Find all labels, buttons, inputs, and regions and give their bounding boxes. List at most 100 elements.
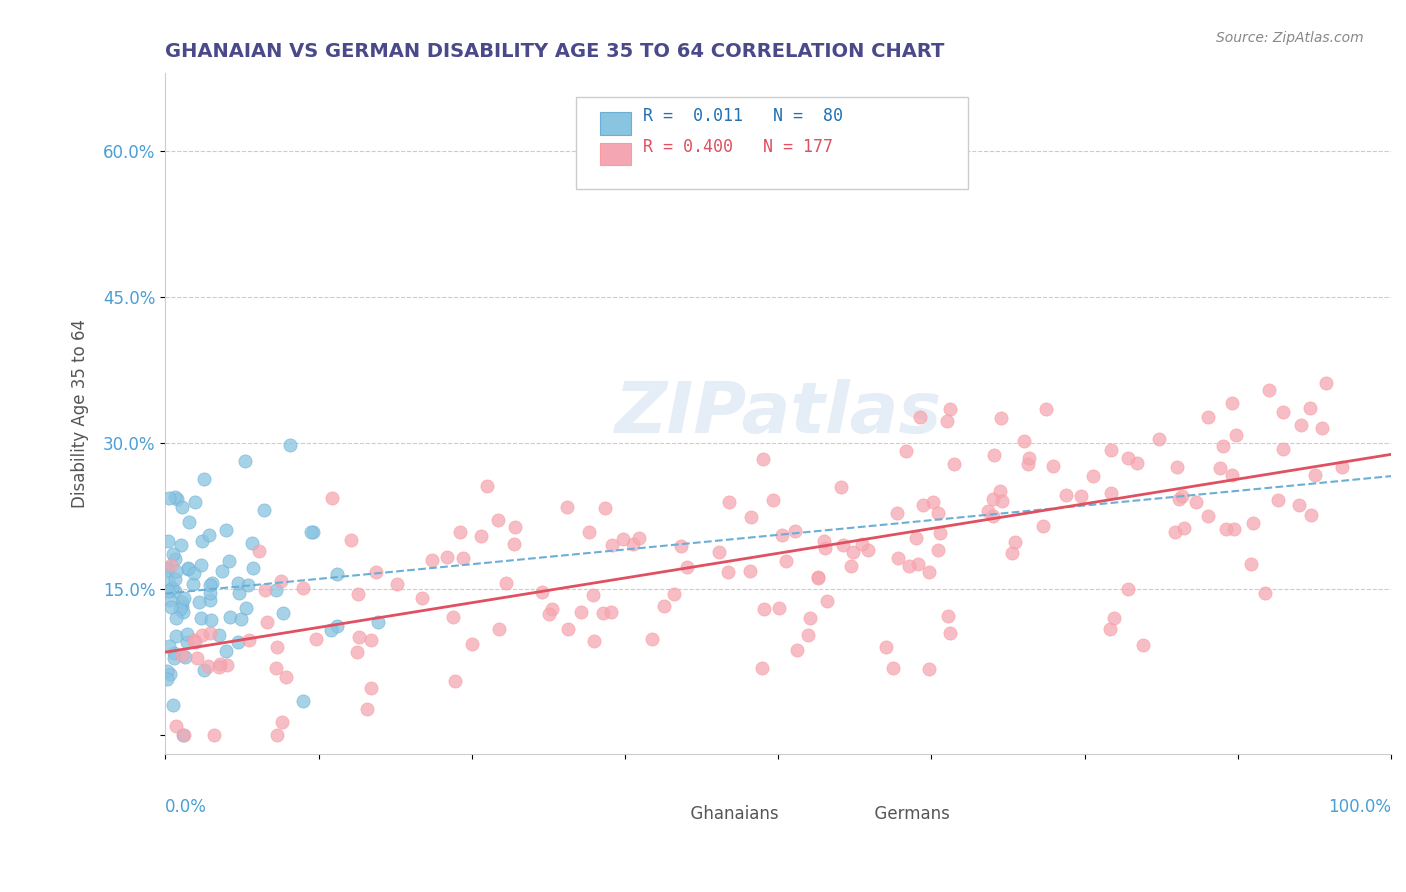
Point xyxy=(157,491,180,506)
Point xyxy=(1267,493,1289,508)
Point xyxy=(197,659,219,673)
Point xyxy=(1147,432,1170,446)
Point xyxy=(183,633,205,648)
Point xyxy=(738,564,761,578)
Point xyxy=(207,628,229,642)
Point xyxy=(202,727,225,741)
Point xyxy=(172,599,194,614)
Point xyxy=(169,601,191,615)
Point xyxy=(894,443,917,458)
Point xyxy=(302,524,325,539)
Point xyxy=(707,544,730,558)
Point xyxy=(165,583,187,598)
Point xyxy=(1118,451,1140,466)
Point xyxy=(163,551,186,566)
Point xyxy=(988,483,1011,498)
Point xyxy=(165,629,187,643)
Point xyxy=(470,529,492,543)
Point xyxy=(156,665,179,679)
Point xyxy=(856,543,879,558)
Point xyxy=(936,414,959,428)
Point xyxy=(176,627,198,641)
Point xyxy=(807,571,830,585)
FancyBboxPatch shape xyxy=(600,143,631,165)
Point xyxy=(436,549,458,564)
Point xyxy=(1099,485,1122,500)
Point xyxy=(1222,522,1244,536)
Point xyxy=(266,640,288,654)
Point xyxy=(599,605,621,619)
Point xyxy=(768,600,790,615)
Text: Ghanaians: Ghanaians xyxy=(681,805,779,823)
Point xyxy=(1018,450,1040,465)
Point xyxy=(242,560,264,574)
Point xyxy=(1171,489,1194,503)
Point xyxy=(198,578,221,592)
Point xyxy=(226,635,249,649)
Point xyxy=(299,525,322,540)
Point xyxy=(1212,439,1234,453)
Point xyxy=(155,560,177,574)
Point xyxy=(360,632,382,647)
Point xyxy=(186,650,208,665)
Point xyxy=(193,472,215,486)
Point xyxy=(360,681,382,696)
Point xyxy=(1168,491,1191,506)
Point xyxy=(783,524,806,539)
Point xyxy=(264,583,287,598)
Point xyxy=(200,586,222,600)
Point xyxy=(215,658,238,673)
Point xyxy=(449,525,471,540)
Point xyxy=(305,632,328,647)
Point xyxy=(184,495,207,509)
Point xyxy=(991,493,1014,508)
Point xyxy=(1173,521,1195,535)
Text: R = 0.400   N = 177: R = 0.400 N = 177 xyxy=(644,137,834,156)
Point xyxy=(162,698,184,712)
Point xyxy=(173,649,195,664)
Point xyxy=(291,693,314,707)
Point xyxy=(1289,417,1312,432)
Point xyxy=(882,661,904,675)
Point xyxy=(541,602,564,616)
Point xyxy=(1288,498,1310,512)
Point xyxy=(292,582,315,596)
Point xyxy=(927,506,949,520)
Point xyxy=(1035,401,1057,416)
Point xyxy=(200,613,222,627)
Point xyxy=(612,532,634,546)
Point xyxy=(157,534,180,549)
Text: GHANAIAN VS GERMAN DISABILITY AGE 35 TO 64 CORRELATION CHART: GHANAIAN VS GERMAN DISABILITY AGE 35 TO … xyxy=(166,42,945,61)
Point xyxy=(1042,459,1064,474)
Point xyxy=(184,635,207,649)
Point xyxy=(832,538,855,552)
Point xyxy=(770,528,793,542)
Point xyxy=(813,533,835,548)
Point xyxy=(1081,468,1104,483)
Point xyxy=(253,502,276,516)
FancyBboxPatch shape xyxy=(673,790,702,810)
Point xyxy=(983,448,1005,462)
Point xyxy=(939,626,962,640)
Point xyxy=(165,491,187,505)
Point xyxy=(652,599,675,613)
Point xyxy=(238,633,260,648)
Point xyxy=(799,611,821,625)
Point xyxy=(177,562,200,576)
Point xyxy=(229,612,252,626)
Point xyxy=(190,628,212,642)
Point xyxy=(1132,638,1154,652)
Point xyxy=(160,558,183,573)
Point xyxy=(1197,509,1219,524)
Point xyxy=(1331,459,1354,474)
Point xyxy=(752,451,775,466)
Point xyxy=(201,576,224,591)
Point xyxy=(420,553,443,567)
Point xyxy=(183,566,205,581)
Point xyxy=(280,438,302,452)
Point xyxy=(271,606,294,620)
Point xyxy=(503,537,526,551)
Point xyxy=(172,605,194,619)
Point xyxy=(981,508,1004,523)
Point xyxy=(347,630,370,644)
